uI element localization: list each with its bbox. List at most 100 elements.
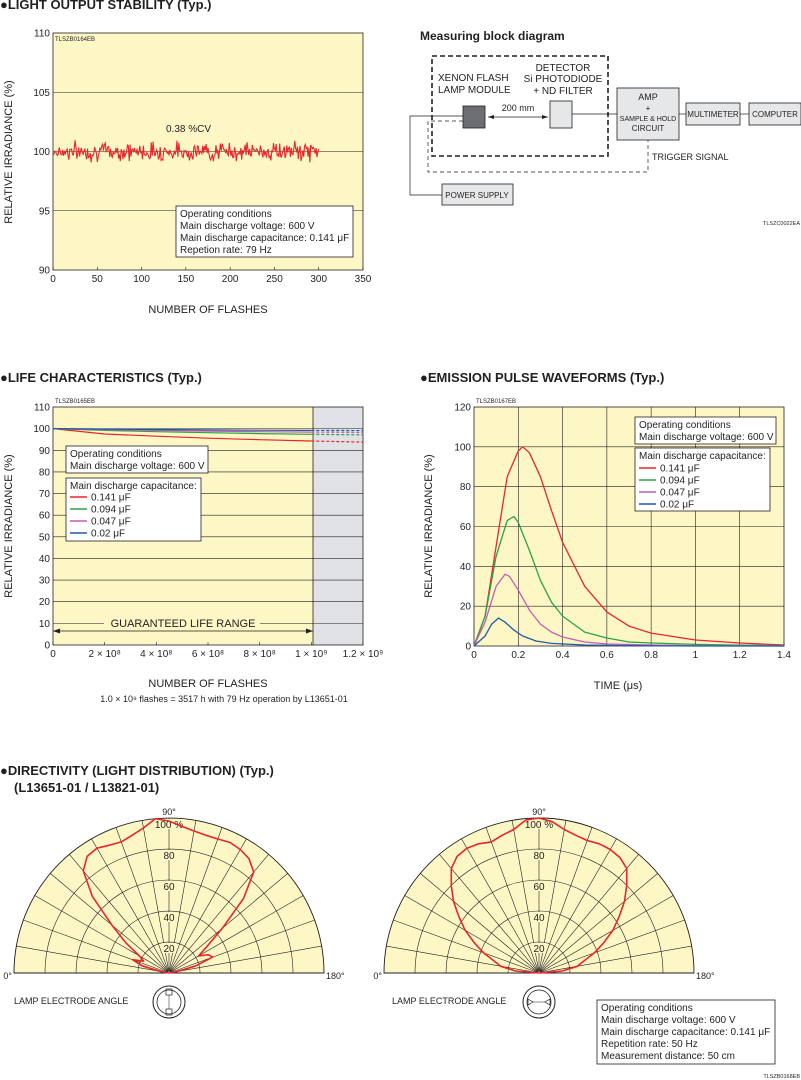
life-x-tick: 1.2 × 10⁹	[343, 649, 384, 660]
stability-x-tick: 350	[355, 274, 372, 285]
polar-spoke	[23, 919, 168, 973]
polar-angle-label: 0°	[3, 971, 12, 981]
polar-radial-tick: 20	[163, 944, 175, 955]
life-condition-line: Main discharge voltage: 600 V	[70, 461, 205, 472]
lamp-module-box	[431, 55, 609, 157]
life-heading: ●LIFE CHARACTERISTICS (Typ.)	[0, 370, 202, 385]
polar-spoke	[34, 895, 168, 973]
polar-radial-tick: 100 %	[155, 820, 183, 831]
polar-spoke	[170, 945, 322, 974]
trigger-label: TRIGGER SIGNAL	[652, 152, 729, 162]
polar-radial-tick: 60	[163, 882, 175, 893]
pulse-x-tick: 1.4	[777, 650, 791, 661]
polar-spoke	[540, 945, 692, 974]
life-y-tick: 10	[39, 619, 51, 630]
polar-series-line	[82, 817, 255, 974]
life-series-line	[52, 428, 312, 442]
polar-spoke	[168, 820, 197, 972]
polar-spoke	[539, 873, 658, 973]
pulse-y-label: RELATIVE IRRADIANCE (%)	[423, 454, 435, 597]
polar-angle-label: 180°	[696, 971, 715, 981]
polar-spoke	[169, 854, 269, 973]
pulse-y-tick: 120	[454, 403, 471, 414]
polar-radial-tick: 40	[163, 913, 175, 924]
life-series-extrapolated	[311, 440, 364, 443]
polar-spoke	[393, 919, 538, 973]
xenon-lamp-block	[462, 105, 486, 129]
pulse-legend-label: 0.047 μF	[660, 488, 700, 499]
life-y-tick: 30	[39, 576, 51, 587]
polar-spoke	[539, 827, 593, 972]
polar-radial-tick: 80	[163, 851, 175, 862]
life-y-tick: 90	[39, 446, 51, 457]
multimeter-label: MULTIMETER	[687, 110, 739, 119]
life-series-line	[52, 428, 312, 435]
stability-x-tick: 300	[310, 274, 327, 285]
polar-spoke	[69, 854, 169, 973]
life-chart-code: TLSZB0165EB	[55, 399, 95, 405]
stability-x-tick: 100	[133, 274, 150, 285]
polar-ring	[75, 879, 263, 974]
polar-angle-label: 0°	[373, 971, 382, 981]
pulse-series-line	[473, 446, 785, 647]
polar-radial-tick: 20	[533, 944, 545, 955]
polar-spoke	[539, 838, 617, 972]
life-condition-line: Operating conditions	[70, 449, 162, 460]
stability-x-tick: 250	[266, 274, 283, 285]
pulse-y-tick: 60	[460, 522, 472, 533]
pulse-x-label: TIME (μs)	[594, 680, 643, 692]
pulse-y-tick: 100	[454, 442, 471, 453]
pulse-series-line	[473, 515, 785, 647]
detector-label: Si PHOTODIODE	[524, 74, 603, 85]
power-supply-block	[441, 183, 514, 206]
polar-spoke	[16, 945, 168, 974]
power-supply-label: POWER SUPPLY	[445, 191, 509, 200]
life-x-label: NUMBER OF FLASHES	[148, 678, 267, 690]
polar-spoke	[538, 820, 567, 972]
pulse-y-tick: 0	[465, 642, 471, 653]
life-conditions-box	[65, 445, 209, 474]
polar-spoke	[169, 827, 223, 972]
pulse-series-line	[473, 617, 784, 647]
pulse-x-tick: 0	[471, 650, 477, 661]
polar-background	[13, 817, 325, 974]
directivity-condition-line: Operating conditions	[601, 1003, 693, 1014]
stability-y-tick: 90	[39, 266, 51, 277]
multimeter-block	[685, 102, 741, 126]
directivity-condition-line: Measurement distance: 50 cm	[601, 1051, 735, 1062]
amp-label: SAMPLE & HOLD	[620, 116, 676, 123]
stability-y-tick: 110	[34, 29, 50, 40]
life-footnote: 1.0 × 10⁹ flashes = 3517 h with 79 Hz op…	[100, 694, 348, 704]
amp-block	[616, 87, 680, 141]
stability-heading: ●LIGHT OUTPUT STABILITY (Typ.)	[0, 0, 212, 12]
pulse-x-tick: 1.2	[733, 650, 747, 661]
power-line	[409, 115, 463, 196]
polar-angle-label: 180°	[326, 971, 345, 981]
polar-ring	[137, 941, 201, 974]
block-diagram-title: Measuring block diagram	[420, 29, 565, 43]
polar-spoke	[539, 854, 639, 973]
stability-cv-annotation: 0.38 %CV	[166, 124, 211, 135]
stability-y-tick: 105	[33, 88, 50, 99]
pulse-legend	[634, 447, 771, 512]
polar-spoke	[141, 820, 170, 972]
life-y-label: RELATIVE IRRADIANCE (%)	[3, 454, 15, 597]
pulse-y-tick: 80	[460, 482, 472, 493]
stability-x-tick: 150	[178, 274, 195, 285]
directivity-condition-line: Repetition rate: 50 Hz	[601, 1039, 698, 1050]
pulse-x-tick: 0.4	[556, 650, 570, 661]
lamp-horizontal-icon	[522, 985, 556, 1019]
directivity-conditions-box	[596, 999, 776, 1065]
stability-x-label: NUMBER OF FLASHES	[148, 304, 267, 316]
life-legend-label: 0.094 μF	[91, 505, 131, 516]
pulse-x-tick: 1	[693, 650, 699, 661]
polar-spoke	[169, 838, 247, 972]
pulse-legend-label: 0.02 μF	[660, 500, 694, 511]
polar-ring	[44, 848, 294, 974]
pulse-x-tick: 0.8	[644, 650, 658, 661]
